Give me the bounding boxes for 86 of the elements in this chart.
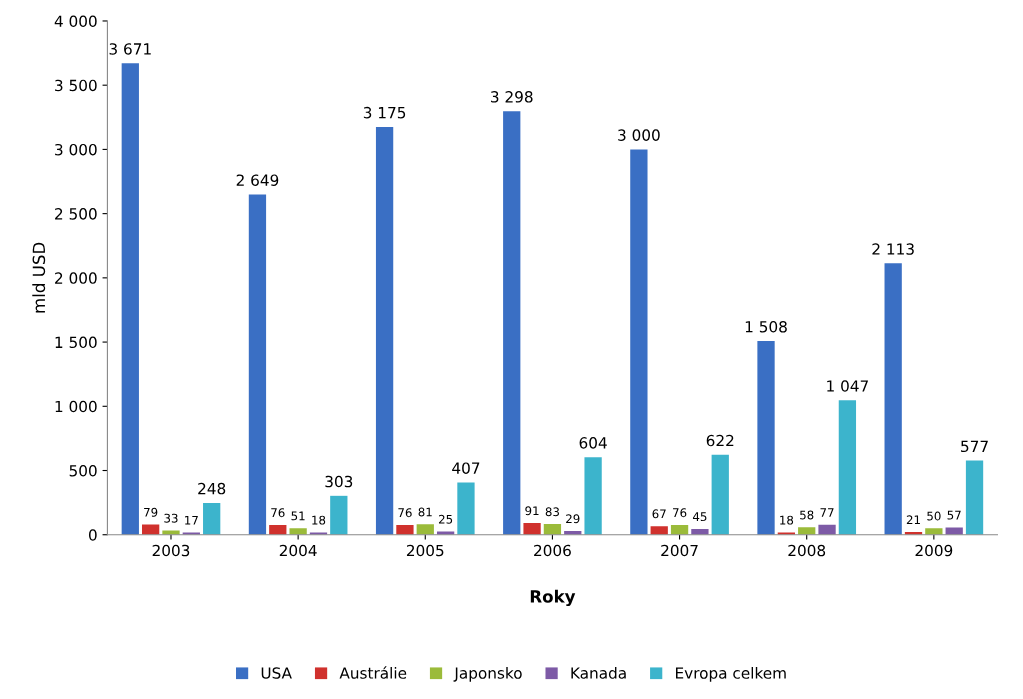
x-axis-title: Roky — [530, 589, 576, 607]
bar — [248, 194, 267, 535]
y-tick-label: 1 000 — [55, 400, 97, 413]
data-label: 3 175 — [363, 106, 406, 119]
bar — [203, 502, 221, 535]
bar — [650, 526, 668, 535]
bar — [457, 482, 475, 535]
data-label: 77 — [820, 508, 834, 517]
bar — [396, 524, 414, 535]
y-tick-label: 500 — [69, 464, 97, 477]
bar — [691, 528, 709, 535]
y-tick-label: 1 500 — [55, 336, 97, 349]
y-axis-title: mld USD — [32, 242, 46, 313]
y-tick-label: 4 000 — [54, 15, 97, 27]
data-label: 3 000 — [618, 129, 660, 141]
data-label: 25 — [438, 514, 453, 524]
data-label: 2 113 — [872, 243, 914, 255]
data-label: 81 — [418, 507, 432, 517]
bar — [584, 457, 602, 535]
data-label: 76 — [271, 508, 285, 518]
data-label: 17 — [185, 515, 198, 525]
bar — [925, 528, 943, 535]
data-label: 50 — [927, 511, 941, 521]
bar — [711, 454, 729, 535]
bar — [162, 530, 180, 535]
legend-label: Japonsko — [453, 666, 522, 682]
data-label: 577 — [961, 440, 988, 453]
x-tick-label: 2004 — [279, 544, 317, 557]
data-label: 604 — [579, 437, 607, 449]
x-tick-label: 2006 — [534, 544, 571, 557]
data-label: 303 — [325, 475, 353, 488]
x-tick-label: 2003 — [152, 544, 190, 557]
data-label: 76 — [398, 508, 412, 518]
y-tick-label: 3 500 — [55, 79, 97, 92]
bar — [543, 524, 562, 535]
data-label: 3 671 — [109, 43, 151, 55]
data-label: 91 — [525, 506, 539, 516]
data-label: 1 047 — [827, 380, 868, 392]
x-tick-label: 2005 — [406, 544, 444, 557]
data-label: 622 — [706, 434, 734, 447]
data-label: 29 — [566, 514, 580, 524]
bar — [503, 111, 521, 535]
bar — [330, 495, 348, 535]
bar — [838, 400, 857, 535]
data-label: 79 — [144, 507, 158, 517]
x-tick-label: 2008 — [788, 544, 826, 557]
data-label: 248 — [198, 482, 226, 495]
data-label: 83 — [545, 507, 559, 517]
bar — [630, 149, 648, 535]
bar — [289, 528, 307, 535]
y-tick-label: 2 500 — [55, 208, 97, 220]
bar — [818, 524, 836, 535]
y-tick-label: 3 000 — [55, 143, 97, 156]
y-tick-label: 2 000 — [55, 272, 97, 284]
bar — [121, 63, 139, 535]
data-label: 33 — [164, 513, 178, 523]
bar — [269, 524, 287, 535]
data-label: 57 — [947, 510, 961, 520]
bar — [798, 527, 816, 535]
x-tick-label: 2007 — [661, 544, 698, 557]
data-label: 18 — [780, 515, 794, 525]
x-tick-label: 2009 — [915, 544, 953, 557]
legend-label: Evropa celkem — [676, 666, 786, 682]
data-label: 1 508 — [745, 320, 787, 333]
bar — [375, 126, 394, 535]
legend-label: Austrálie — [339, 666, 407, 679]
data-label: 51 — [291, 511, 305, 521]
bar — [757, 341, 775, 535]
legend-label: Kanada — [571, 666, 626, 679]
data-label: 2 649 — [236, 174, 279, 186]
bar — [945, 527, 963, 535]
bar — [965, 460, 984, 535]
data-label: 21 — [906, 515, 920, 525]
bar — [416, 524, 434, 535]
bar — [523, 523, 541, 535]
data-label: 3 298 — [491, 91, 533, 103]
data-label: 18 — [312, 515, 326, 525]
bar — [670, 524, 689, 535]
data-label: 67 — [652, 509, 666, 519]
bar — [884, 263, 902, 535]
data-label: 45 — [692, 512, 707, 522]
data-label: 76 — [673, 508, 687, 518]
data-label: 58 — [800, 510, 814, 520]
y-tick-label: 0 — [88, 529, 97, 541]
data-label: 407 — [452, 462, 480, 474]
legend-label: USA — [261, 667, 292, 679]
